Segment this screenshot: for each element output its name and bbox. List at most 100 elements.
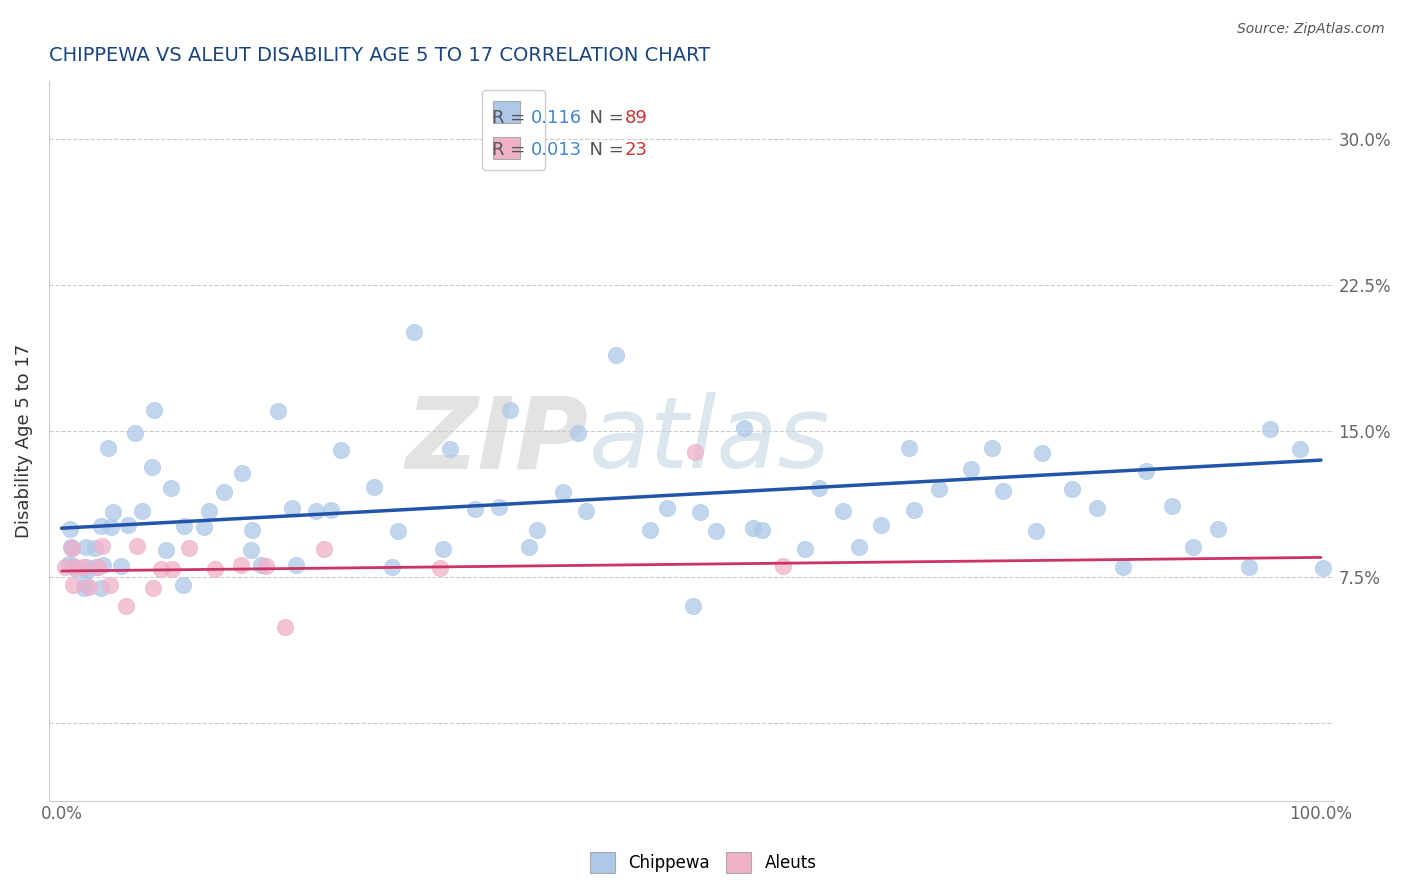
Point [733,421,755,435]
Point [117,518,139,533]
Point [402,325,425,339]
Point [53,560,76,574]
Point [77,580,100,594]
Point [1085,501,1108,516]
Point [488,500,510,514]
Text: N =: N = [578,141,630,159]
Point [439,442,461,456]
Point [229,558,252,573]
Point [90,539,112,553]
Text: 89: 89 [624,110,647,128]
Text: Source: ZipAtlas.com: Source: ZipAtlas.com [1237,22,1385,37]
Point [90,518,112,533]
Point [1312,561,1334,575]
Point [273,620,295,634]
Point [831,503,853,517]
Point [689,505,711,519]
Point [155,543,177,558]
Point [903,503,925,517]
Point [429,561,451,575]
Point [499,403,522,417]
Point [91,558,114,572]
Point [1025,524,1047,538]
Point [807,481,830,495]
Point [870,518,893,533]
Point [319,503,342,517]
Point [101,505,124,519]
Point [751,523,773,537]
Point [214,485,236,500]
Legend: , : , [482,90,546,169]
Point [75,540,97,554]
Point [97,441,120,455]
Point [72,559,94,574]
Point [655,500,678,515]
Point [1182,540,1205,554]
Point [83,541,105,556]
Point [848,540,870,554]
Point [159,481,181,495]
Y-axis label: Disability Age 5 to 17: Disability Age 5 to 17 [15,343,32,538]
Point [683,445,706,459]
Text: R =: R = [492,110,531,128]
Point [1161,499,1184,513]
Point [86,560,108,574]
Point [464,502,486,516]
Point [114,599,136,614]
Point [204,562,226,576]
Point [242,523,264,537]
Point [90,581,112,595]
Point [742,521,765,535]
Point [75,577,97,591]
Point [363,479,385,493]
Point [981,442,1004,456]
Point [231,466,253,480]
Point [381,559,404,574]
Text: atlas: atlas [589,392,830,489]
Point [772,558,794,573]
Point [149,561,172,575]
Point [517,541,540,555]
Point [991,484,1014,499]
Point [160,561,183,575]
Point [197,504,219,518]
Point [638,523,661,537]
Point [59,522,82,536]
Point [124,425,146,440]
Point [173,518,195,533]
Point [387,524,409,538]
Point [605,348,627,362]
Point [75,559,97,574]
Point [285,558,308,573]
Text: 0.013: 0.013 [530,141,582,159]
Point [250,558,273,572]
Point [60,541,83,555]
Point [98,578,121,592]
Point [312,541,335,556]
Point [898,442,921,456]
Text: R =: R = [492,141,531,159]
Point [266,404,288,418]
Point [142,581,165,595]
Point [1289,442,1312,457]
Point [704,524,727,538]
Point [239,543,262,558]
Point [179,541,201,555]
Point [960,462,983,476]
Point [141,460,163,475]
Point [254,558,277,573]
Point [62,578,84,592]
Text: 0.116: 0.116 [530,110,582,128]
Point [567,426,589,441]
Point [432,542,454,557]
Point [131,503,153,517]
Point [110,559,132,574]
Point [193,520,215,534]
Point [1031,446,1053,460]
Point [526,524,548,538]
Point [280,501,302,516]
Text: CHIPPEWA VS ALEUT DISABILITY AGE 5 TO 17 CORRELATION CHART: CHIPPEWA VS ALEUT DISABILITY AGE 5 TO 17… [49,46,710,65]
Point [551,484,574,499]
Point [1206,522,1229,536]
Point [1112,559,1135,574]
